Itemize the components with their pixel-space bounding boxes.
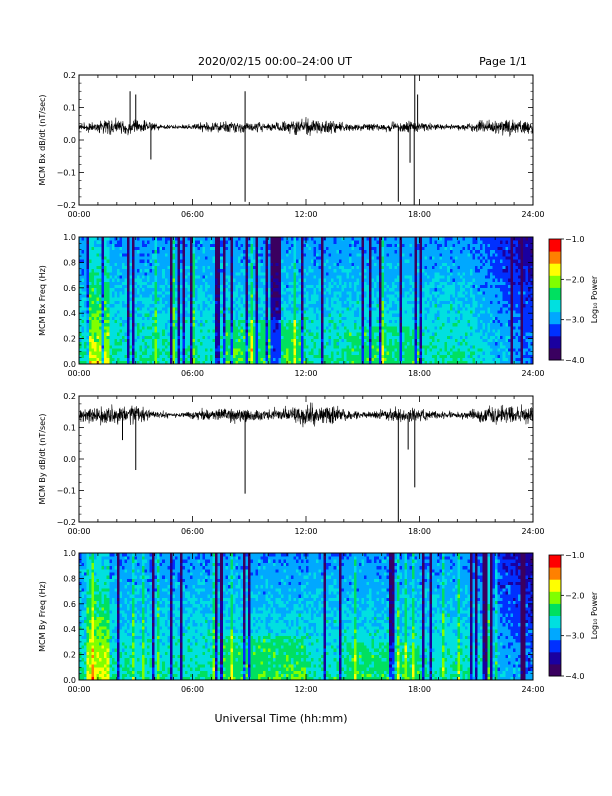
y-axis-label: MCM By Freq (Hz) [38, 581, 47, 652]
x-axis-label: Universal Time (hh:mm) [215, 712, 348, 725]
y-tick-label: 0.2 [63, 651, 76, 660]
colorbar [549, 555, 564, 677]
y-tick-label: 0.8 [63, 574, 76, 583]
panel-2 [79, 237, 564, 364]
trace-line [79, 403, 533, 428]
figure-title: 2020/02/15 00:00–24:00 UT [198, 55, 352, 68]
x-tick-label: 18:00 [408, 210, 431, 219]
y-axis-label: MCM By dB/dt (nT/sec) [38, 413, 47, 504]
spectrogram [79, 237, 533, 364]
x-tick-label: 18:00 [408, 369, 431, 378]
y-tick-label: 0.4 [63, 625, 76, 634]
colorbar-tick-label: −2.0 [565, 275, 584, 284]
colorbar-tick-label: −3.0 [565, 632, 584, 641]
y-tick-label: −0.1 [57, 487, 76, 496]
x-tick-label: 12:00 [294, 527, 317, 536]
colorbar-tick-label: −4.0 [565, 672, 584, 681]
colorbar-label: Log₁₀ Power [590, 591, 599, 639]
x-tick-label: 06:00 [181, 527, 204, 536]
colorbar-tick-label: −4.0 [565, 356, 584, 365]
y-tick-label: 0.0 [63, 676, 76, 685]
colorbar-tick-label: −3.0 [565, 316, 584, 325]
x-tick-label: 12:00 [294, 210, 317, 219]
colorbar-tick-label: −2.0 [565, 591, 584, 600]
colorbar-tick-label: −1.0 [565, 235, 584, 244]
x-tick-label: 12:00 [294, 369, 317, 378]
spectrogram [79, 553, 533, 680]
y-tick-label: 0.2 [63, 71, 76, 80]
x-tick-label: 24:00 [521, 210, 544, 219]
y-tick-label: 0.1 [63, 104, 76, 113]
panel-1 [79, 75, 533, 205]
x-tick-label: 06:00 [181, 210, 204, 219]
y-tick-label: 0.4 [63, 309, 76, 318]
trace-line [79, 117, 533, 137]
colorbar [549, 239, 564, 361]
y-tick-label: 1.0 [63, 233, 76, 242]
colorbar-label: Log₁₀ Power [590, 275, 599, 323]
x-tick-label: 24:00 [521, 685, 544, 694]
y-tick-label: −0.2 [57, 518, 76, 527]
y-tick-label: 0.0 [63, 455, 76, 464]
y-tick-label: −0.2 [57, 201, 76, 210]
y-tick-label: 0.6 [63, 600, 76, 609]
y-axis-label: MCM Bx Freq (Hz) [38, 265, 47, 336]
x-tick-label: 24:00 [521, 369, 544, 378]
x-tick-label: 00:00 [67, 369, 90, 378]
y-tick-label: 0.0 [63, 360, 76, 369]
panel-3 [79, 396, 533, 522]
x-tick-label: 18:00 [408, 527, 431, 536]
y-tick-label: 1.0 [63, 549, 76, 558]
x-tick-label: 18:00 [408, 685, 431, 694]
page-number: Page 1/1 [479, 55, 527, 68]
y-tick-label: 0.0 [63, 136, 76, 145]
plots: −0.2 −0.1 0.0 0.1 0.2 00:00 06:00 12:00 18:00 24:… [38, 71, 599, 725]
x-tick-label: 00:00 [67, 210, 90, 219]
x-tick-label: 06:00 [181, 685, 204, 694]
x-tick-label: 00:00 [67, 685, 90, 694]
x-tick-label: 24:00 [521, 527, 544, 536]
y-tick-label: 0.1 [63, 424, 76, 433]
y-tick-label: 0.6 [63, 284, 76, 293]
panel-4 [79, 553, 564, 680]
x-tick-label: 06:00 [181, 369, 204, 378]
plot-frame [79, 75, 533, 205]
x-tick-label: 12:00 [294, 685, 317, 694]
y-tick-label: 0.2 [63, 392, 76, 401]
y-axis-label: MCM Bx dB/dt (nT/sec) [38, 94, 47, 185]
y-tick-label: 0.2 [63, 335, 76, 344]
colorbar-tick-label: −1.0 [565, 551, 584, 560]
x-tick-label: 00:00 [67, 527, 90, 536]
y-tick-label: 0.8 [63, 258, 76, 267]
y-tick-label: −0.1 [57, 169, 76, 178]
